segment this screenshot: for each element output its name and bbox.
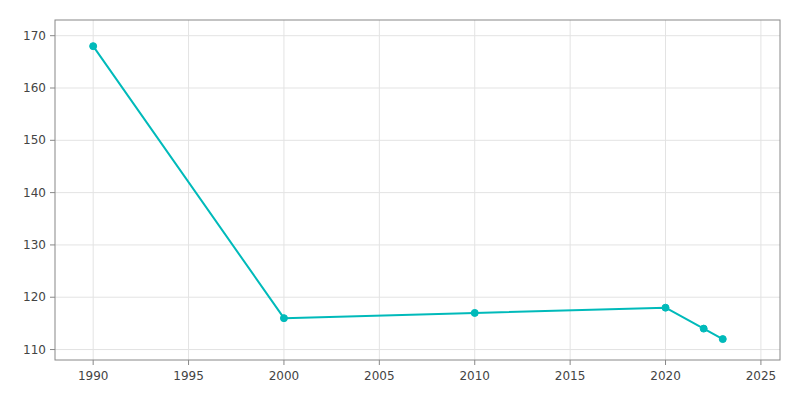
y-tick-label: 120 (23, 290, 46, 304)
y-tick-label: 160 (23, 81, 46, 95)
x-tick (665, 360, 666, 365)
x-grid-line (283, 20, 284, 360)
y-grid-line (55, 297, 780, 298)
x-grid-line (570, 20, 571, 360)
y-tick-label: 140 (23, 186, 46, 200)
y-tick (50, 297, 55, 298)
y-tick (50, 349, 55, 350)
x-tick-label: 1990 (78, 369, 109, 383)
y-tick (50, 140, 55, 141)
x-tick (570, 360, 571, 365)
y-tick (50, 244, 55, 245)
series (90, 43, 727, 343)
x-tick-label: 2015 (555, 369, 586, 383)
plot-frame (55, 20, 780, 360)
x-tick-label: 1995 (173, 369, 204, 383)
x-tick (474, 360, 475, 365)
x-tick-label: 2010 (459, 369, 490, 383)
y-grid-line (55, 244, 780, 245)
x-grid-line (93, 20, 94, 360)
chart-svg: 1990 1995 2000 2005 2010 2015 2020 2025 110 120 13… (0, 0, 800, 400)
y-tick-label: 110 (23, 343, 46, 357)
y-grid-line (55, 35, 780, 36)
x-tick (188, 360, 189, 365)
axes: 1990 1995 2000 2005 2010 2015 2020 2025 110 120 13… (23, 20, 780, 383)
point (471, 309, 478, 316)
x-tick-label: 2025 (746, 369, 777, 383)
x-tick (760, 360, 761, 365)
x-grid-line (188, 20, 189, 360)
y-tick (50, 88, 55, 89)
y-tick-label: 150 (23, 133, 46, 147)
grid (55, 20, 780, 360)
y-tick (50, 35, 55, 36)
x-tick (93, 360, 94, 365)
line (93, 46, 723, 339)
x-tick (283, 360, 284, 365)
x-tick-label: 2000 (269, 369, 300, 383)
point (662, 304, 669, 311)
chart-container: 1990 1995 2000 2005 2010 2015 2020 2025 110 120 13… (0, 0, 800, 400)
x-tick-label: 2005 (364, 369, 395, 383)
y-grid-line (55, 192, 780, 193)
x-grid-line (760, 20, 761, 360)
y-grid-line (55, 140, 780, 141)
point (90, 43, 97, 50)
y-tick (50, 192, 55, 193)
y-tick-label: 170 (23, 29, 46, 43)
y-grid-line (55, 349, 780, 350)
point (700, 325, 707, 332)
point (719, 336, 726, 343)
x-tick (379, 360, 380, 365)
y-grid-line (55, 88, 780, 89)
y-tick-label: 130 (23, 238, 46, 252)
point (280, 315, 287, 322)
x-grid-line (379, 20, 380, 360)
x-tick-label: 2020 (650, 369, 681, 383)
